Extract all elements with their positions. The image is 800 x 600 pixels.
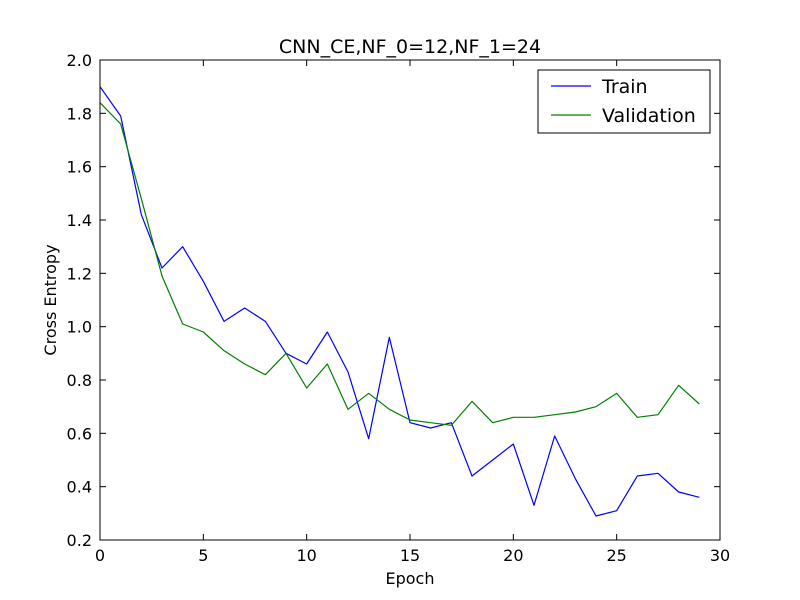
plot-frame: [99, 59, 721, 541]
y-tick-label: 2.0: [67, 51, 92, 70]
y-tick-label: 0.6: [67, 424, 92, 443]
legend: Train Validation: [537, 69, 711, 134]
legend-box: [537, 69, 711, 134]
x-tick-label: 0: [95, 546, 105, 565]
y-tick-label: 1.6: [67, 158, 92, 177]
x-tick-label: 30: [710, 546, 730, 565]
series-line-train: [99, 86, 700, 517]
chart-title: CNN_CE,NF_0=12,NF_1=24: [279, 36, 541, 58]
series-line-validation: [99, 102, 700, 426]
y-tick-label: 1.0: [67, 318, 92, 337]
y-axis-label: Cross Entropy: [41, 244, 60, 355]
plot-area: [99, 59, 721, 541]
y-tick-label: 0.4: [67, 478, 92, 497]
y-tick-label: 1.4: [67, 211, 92, 230]
y-tick-label: 1.8: [67, 104, 92, 123]
y-tick-label: 0.8: [67, 371, 92, 390]
x-tick-label: 5: [198, 546, 208, 565]
legend-label-train: Train: [601, 76, 648, 98]
tick-layer: 0 5 10 15 20 25 30 0.2 0.4 0.6 0.8 1.0 1.2 1.4 1.6 1.8 2…: [67, 51, 731, 565]
x-tick-label: 15: [400, 546, 420, 565]
x-tick-label: 25: [606, 546, 626, 565]
y-tick-label: 1.2: [67, 264, 92, 283]
legend-label-validation: Validation: [602, 105, 696, 127]
x-tick-label: 10: [296, 546, 316, 565]
y-tick-label: 0.2: [67, 531, 92, 550]
series-layer: [99, 86, 700, 517]
x-tick-label: 20: [503, 546, 523, 565]
x-axis-label: Epoch: [386, 569, 435, 588]
